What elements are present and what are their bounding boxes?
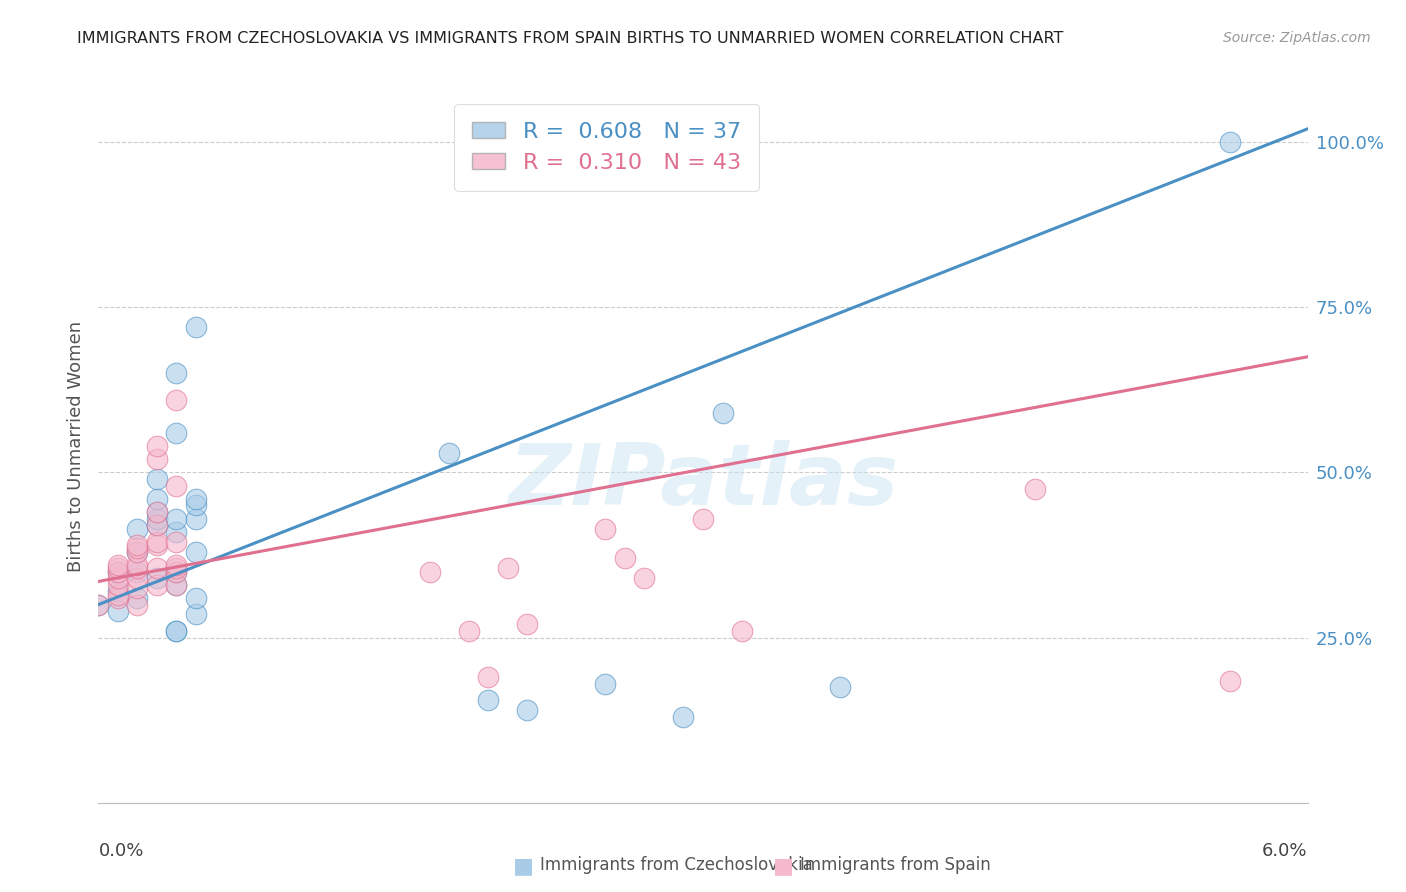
- Point: [127, 561, 149, 575]
- Point: [496, 561, 519, 575]
- Point: [165, 624, 187, 638]
- Point: [146, 505, 169, 519]
- Point: [127, 565, 149, 579]
- Point: [516, 617, 538, 632]
- Point: [127, 558, 149, 572]
- Point: [87, 598, 110, 612]
- Point: [165, 534, 187, 549]
- Point: [477, 693, 499, 707]
- Point: [146, 452, 169, 467]
- Text: ■: ■: [773, 856, 793, 876]
- Point: [419, 565, 441, 579]
- Point: [165, 565, 187, 579]
- Point: [107, 558, 129, 572]
- Point: [184, 545, 207, 559]
- Point: [127, 598, 149, 612]
- Point: [107, 578, 129, 592]
- Point: [146, 472, 169, 486]
- Point: [146, 518, 169, 533]
- Point: [165, 578, 187, 592]
- Text: IMMIGRANTS FROM CZECHOSLOVAKIA VS IMMIGRANTS FROM SPAIN BIRTHS TO UNMARRIED WOME: IMMIGRANTS FROM CZECHOSLOVAKIA VS IMMIGR…: [77, 31, 1064, 46]
- Point: [165, 478, 187, 492]
- Point: [165, 624, 187, 638]
- Point: [692, 511, 714, 525]
- Point: [107, 584, 129, 599]
- Text: 0.0%: 0.0%: [98, 842, 143, 860]
- Point: [614, 551, 637, 566]
- Point: [458, 624, 481, 638]
- Point: [165, 565, 187, 579]
- Text: ■: ■: [513, 856, 534, 876]
- Point: [146, 518, 169, 533]
- Point: [107, 604, 129, 618]
- Point: [127, 545, 149, 559]
- Point: [127, 522, 149, 536]
- Point: [127, 571, 149, 585]
- Point: [107, 565, 129, 579]
- Point: [146, 571, 169, 585]
- Point: [711, 406, 734, 420]
- Point: [107, 561, 129, 575]
- Point: [107, 571, 129, 585]
- Point: [184, 607, 207, 622]
- Point: [1024, 482, 1046, 496]
- Point: [107, 588, 129, 602]
- Point: [165, 367, 187, 381]
- Point: [146, 439, 169, 453]
- Point: [127, 538, 149, 552]
- Point: [731, 624, 754, 638]
- Point: [127, 591, 149, 605]
- Point: [146, 511, 169, 525]
- Point: [184, 491, 207, 506]
- Point: [165, 392, 187, 407]
- Point: [184, 591, 207, 605]
- Text: Immigrants from Spain: Immigrants from Spain: [800, 856, 990, 874]
- Point: [146, 538, 169, 552]
- Point: [127, 541, 149, 556]
- Point: [595, 522, 617, 536]
- Point: [828, 680, 851, 694]
- Point: [127, 581, 149, 595]
- Point: [184, 320, 207, 334]
- Text: 6.0%: 6.0%: [1263, 842, 1308, 860]
- Point: [107, 591, 129, 605]
- Point: [439, 445, 461, 459]
- Point: [146, 491, 169, 506]
- Point: [165, 578, 187, 592]
- Point: [165, 561, 187, 575]
- Text: Immigrants from Czechoslovakia: Immigrants from Czechoslovakia: [540, 856, 813, 874]
- Point: [146, 505, 169, 519]
- Point: [165, 558, 187, 572]
- Point: [595, 677, 617, 691]
- Point: [165, 425, 187, 440]
- Y-axis label: Births to Unmarried Women: Births to Unmarried Women: [66, 320, 84, 572]
- Point: [127, 545, 149, 559]
- Point: [633, 571, 655, 585]
- Point: [146, 534, 169, 549]
- Point: [146, 578, 169, 592]
- Point: [107, 565, 129, 579]
- Point: [165, 511, 187, 525]
- Point: [146, 561, 169, 575]
- Point: [477, 670, 499, 684]
- Point: [184, 499, 207, 513]
- Point: [165, 524, 187, 539]
- Text: ZIPatlas: ZIPatlas: [508, 440, 898, 524]
- Point: [672, 710, 695, 724]
- Point: [1219, 135, 1241, 149]
- Legend: R =  0.608   N = 37, R =  0.310   N = 43: R = 0.608 N = 37, R = 0.310 N = 43: [454, 103, 759, 191]
- Point: [1219, 673, 1241, 688]
- Point: [87, 598, 110, 612]
- Text: Source: ZipAtlas.com: Source: ZipAtlas.com: [1223, 31, 1371, 45]
- Point: [516, 703, 538, 717]
- Point: [184, 511, 207, 525]
